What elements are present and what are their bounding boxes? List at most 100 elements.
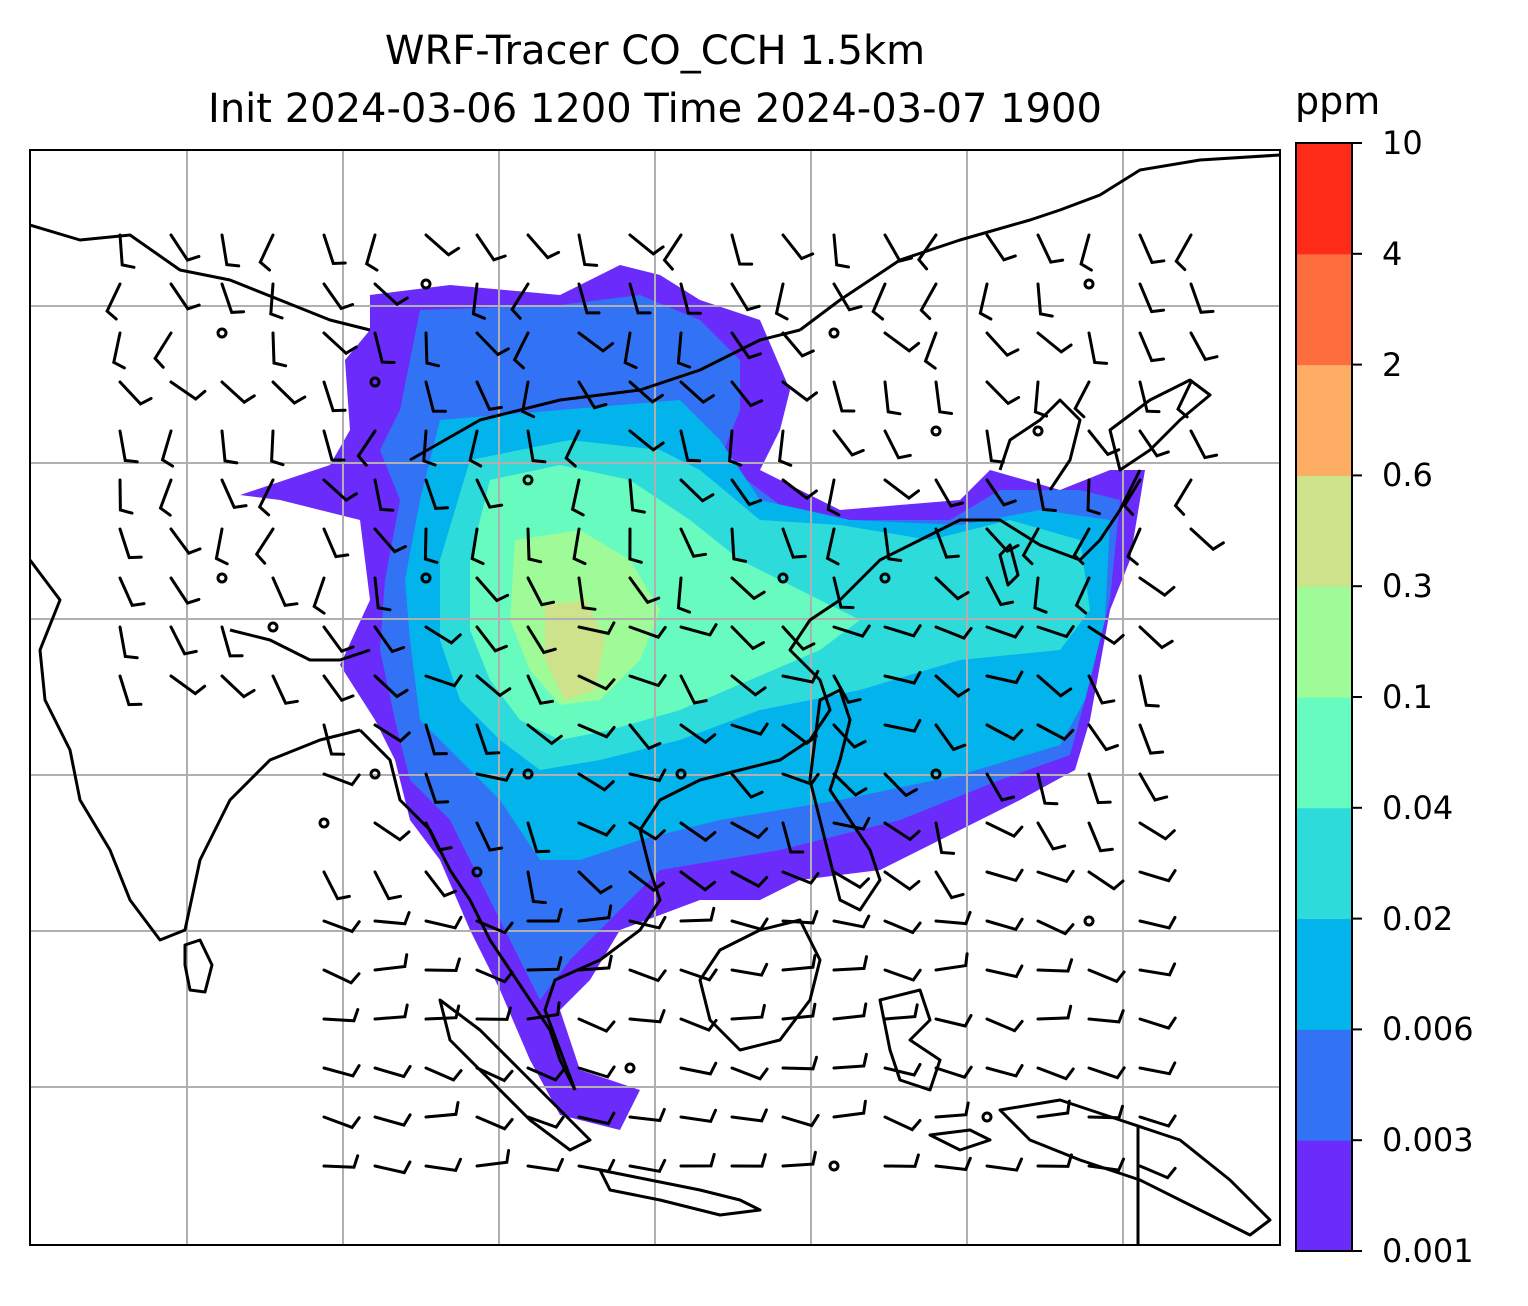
calm-wind-marker (828, 1160, 840, 1172)
colorbar-segment (1296, 918, 1352, 1030)
wind-barb (628, 233, 665, 256)
coastline-borneo (698, 918, 822, 1052)
wind-barb (781, 1055, 818, 1071)
calm-wind-marker (369, 376, 381, 388)
wind-barb (1189, 282, 1215, 314)
wind-barb (1122, 478, 1142, 516)
wind-barb (730, 625, 765, 651)
wind-barb (985, 1064, 1024, 1078)
wind-barb (679, 1017, 718, 1032)
wind-barb (781, 233, 815, 261)
wind-barb (730, 1003, 766, 1021)
wind-barb (883, 233, 914, 263)
wind-barb (577, 1111, 616, 1126)
wind-barb (112, 331, 126, 370)
wind-barb (220, 233, 241, 268)
wind-barb (424, 331, 441, 368)
wind-barb (679, 906, 716, 923)
wind-barb (934, 527, 960, 559)
wind-barb (919, 282, 938, 321)
wind-barb (781, 723, 818, 746)
wind-barb (985, 670, 1024, 685)
wind-barb (832, 624, 871, 638)
wind-barb (934, 821, 956, 855)
wind-barb (1138, 576, 1176, 597)
wind-barb (364, 233, 379, 272)
wind-barb (373, 625, 406, 654)
calm-wind-marker (369, 768, 381, 780)
wind-barb (1079, 233, 1093, 272)
colorbar-tick-label: 10 (1382, 124, 1423, 162)
wind-barb (1087, 625, 1125, 646)
wind-barb (373, 870, 402, 901)
wind-barb (883, 527, 903, 562)
wind-barb (781, 772, 820, 786)
wind-barb (220, 380, 256, 405)
colorbar (1296, 142, 1362, 1252)
wind-barb (1138, 915, 1177, 930)
calm-wind-marker (267, 621, 279, 633)
colorbar-tick-label: 0.3 (1382, 567, 1433, 606)
wind-barb (883, 429, 912, 460)
wind-barb (373, 674, 409, 699)
wind-barb (258, 233, 275, 272)
wind-barb (679, 282, 702, 315)
wind-barb (628, 1158, 667, 1173)
wind-barb (781, 1002, 817, 1021)
wind-barb (1036, 1004, 1073, 1021)
wind-barb (662, 233, 683, 271)
wind-barb (628, 625, 667, 639)
wind-barb (373, 331, 396, 364)
wind-barb (526, 233, 561, 260)
wind-barb (985, 625, 1024, 639)
calm-wind-marker (828, 327, 840, 339)
wind-barb (1036, 282, 1054, 318)
wind-barb (470, 527, 485, 566)
lat-lon-gridlines (30, 150, 1280, 1245)
wind-barb (526, 625, 557, 655)
colorbar-tick-label: 0.003 (1382, 1121, 1474, 1160)
wind-barb (322, 870, 351, 901)
wind-barb (1138, 962, 1177, 977)
wind-barb (424, 233, 461, 257)
wind-barb (883, 478, 920, 500)
calm-wind-marker (471, 866, 483, 878)
wind-barb (373, 1064, 412, 1079)
wind-barb (985, 429, 1005, 464)
wind-barb (1087, 772, 1112, 805)
coastline-japan (1108, 378, 1212, 472)
wind-barb (883, 1115, 922, 1132)
wind-barb (774, 282, 789, 321)
wind-barb (322, 772, 361, 787)
wind-barb (1126, 527, 1142, 566)
wind-barb (730, 772, 764, 799)
wind-barb (985, 527, 1020, 553)
wind-barb (475, 674, 512, 698)
colorbar-unit-label: ppm (1295, 79, 1381, 123)
wind-barb (1021, 527, 1040, 566)
wind-barb (271, 331, 288, 368)
wind-barb (1087, 1104, 1124, 1120)
wind-barb (1036, 478, 1057, 512)
wind-barb (917, 233, 938, 271)
wind-barb (985, 868, 1024, 883)
wind-barb (424, 915, 463, 930)
wind-barb (781, 331, 815, 358)
wind-barb (628, 527, 643, 564)
wind-barb (424, 1004, 461, 1021)
wind-barb (423, 527, 439, 564)
wind-barb (424, 1157, 462, 1172)
wind-barb (475, 821, 504, 852)
wind-barb (526, 527, 543, 564)
wind-barb (422, 429, 437, 467)
wind-barb (572, 527, 587, 566)
wind-barb (577, 904, 613, 923)
wind-barb (985, 576, 1015, 607)
wind-barb (1087, 968, 1126, 984)
wind-barb (475, 576, 510, 603)
wind-barb (322, 1154, 360, 1169)
wind-barb (871, 282, 887, 321)
coastline-sri-lanka (183, 938, 214, 994)
wind-barb (628, 674, 667, 688)
wind-barb (1087, 821, 1114, 853)
